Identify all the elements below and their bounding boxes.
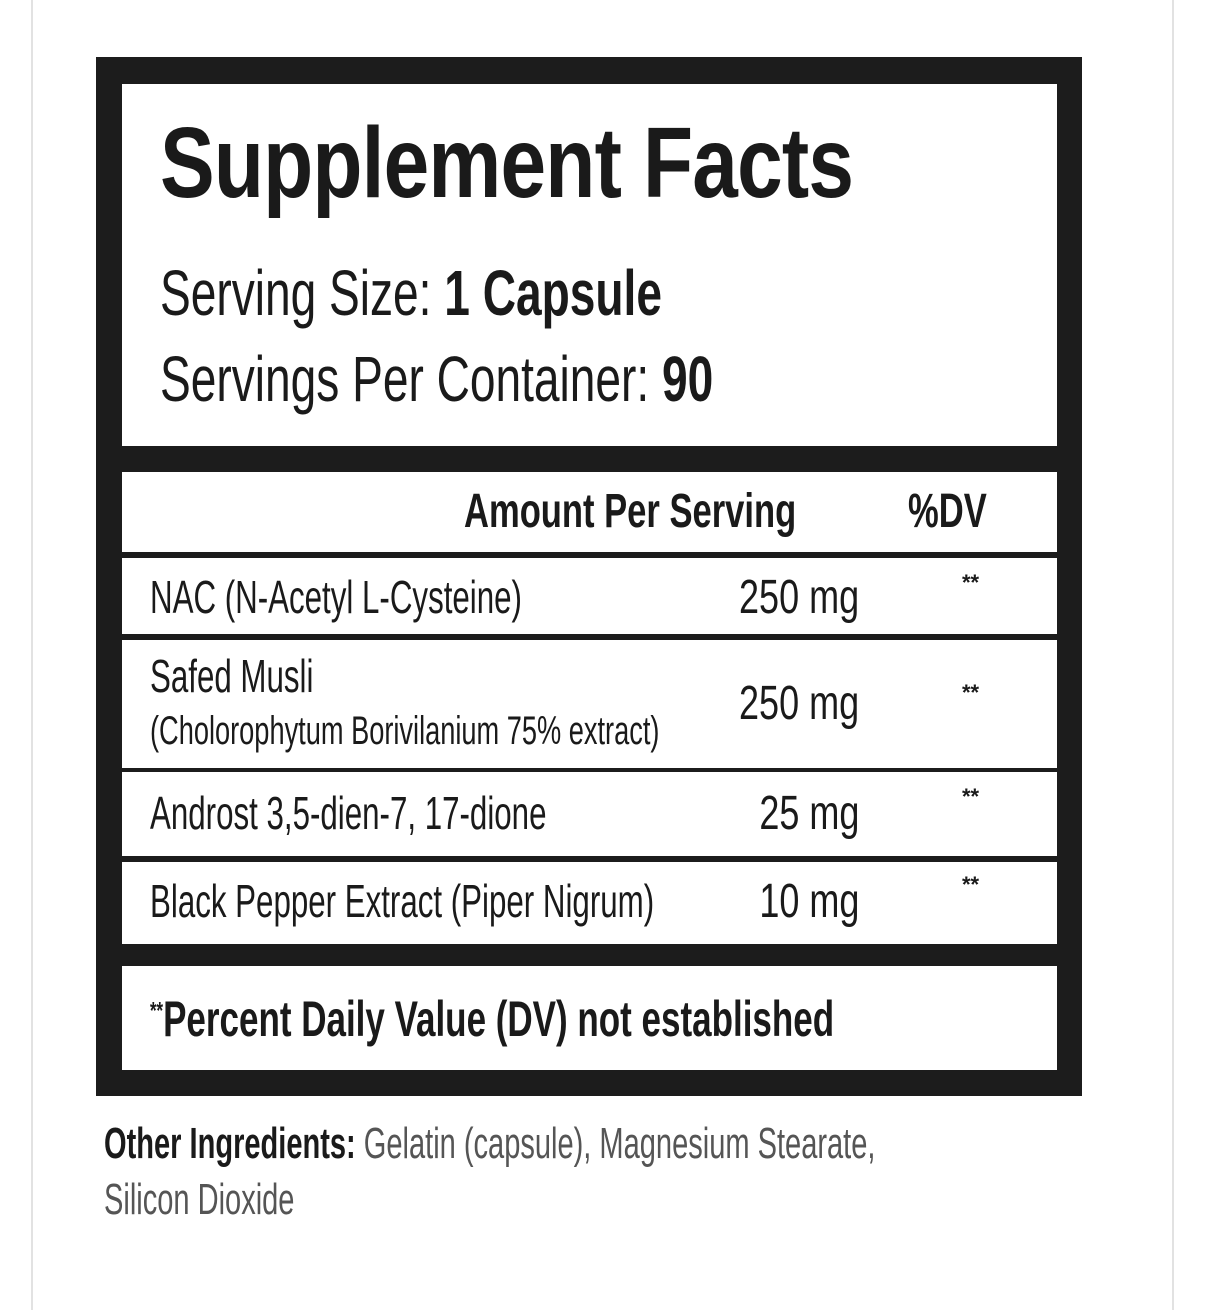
ingredient-name: NAC (N-Acetyl L-Cysteine) [150,571,522,623]
dv-header: %DV [908,485,987,538]
ingredient-dv: ** [962,872,980,897]
ingredient-row: NAC (N-Acetyl L-Cysteine) 250 mg ** [122,558,1057,634]
serving-size: Serving Size: 1 Capsule [160,257,662,329]
footnote: **Percent Daily Value (DV) not establish… [150,991,835,1047]
servings-per-container: Servings Per Container: 90 [160,343,714,415]
ingredient-row: Safed Musli (Cholorophytum Borivilanium 7… [122,640,1057,768]
ingredient-amount: 250 mg [738,571,859,624]
supplement-facts-label: Supplement Facts Serving Size: 1 Capsule… [96,57,1082,1096]
ingredient-dv: ** [962,680,980,705]
ingredient-amount: 250 mg [738,677,859,730]
amount-header: Amount Per Serving [464,485,797,538]
ingredient-name: Safed Musli (Cholorophytum Borivilanium 7… [150,650,660,753]
label-title: Supplement Facts [160,107,854,219]
ingredient-amount: 10 mg [758,875,859,928]
page-edge-left [31,0,33,1310]
ingredient-row: Black Pepper Extract (Piper Nigrum) 10 m… [122,862,1057,944]
ingredient-dv: ** [962,570,980,595]
footnote-section: **Percent Daily Value (DV) not establish… [122,966,1057,1070]
column-header: Amount Per Serving %DV [122,472,1057,552]
title-section: Supplement Facts Serving Size: 1 Capsule… [122,84,1057,446]
ingredient-row: Androst 3,5-dien-7, 17-dione 25 mg ** [122,772,1057,856]
ingredient-amount: 25 mg [758,787,859,840]
other-ingredients: Other Ingredients: Gelatin (capsule), Ma… [104,1119,876,1224]
ingredient-dv: ** [962,784,980,809]
ingredient-name: Black Pepper Extract (Piper Nigrum) [150,875,655,927]
ingredient-name: Androst 3,5-dien-7, 17-dione [150,787,547,839]
page-edge-right [1172,0,1174,1310]
